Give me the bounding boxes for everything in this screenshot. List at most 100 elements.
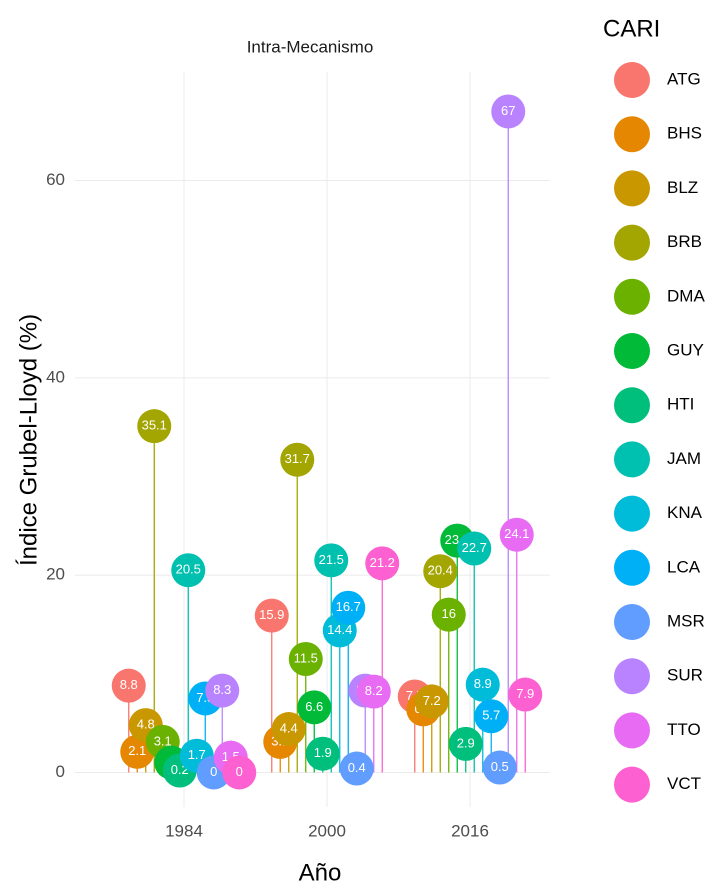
legend-label: DMA (667, 286, 705, 305)
data-label: 3.1 (154, 733, 172, 748)
data-label: 24.1 (504, 526, 529, 541)
data-label: 16.7 (336, 599, 361, 614)
data-label: 14.4 (327, 622, 352, 637)
y-axis-label: Índice Grubel-Lloyd (%) (15, 314, 42, 566)
y-tick-label: 20 (46, 565, 65, 584)
legend-label: MSR (667, 611, 705, 630)
legend-label: VCT (667, 774, 701, 793)
point (491, 94, 526, 129)
data-label: 20.4 (428, 563, 453, 578)
legend-key (614, 441, 650, 478)
data-label: 20.5 (176, 562, 201, 577)
data-label: 8.9 (474, 676, 492, 691)
point (448, 726, 483, 761)
data-label: 0 (210, 764, 217, 779)
legend-key (614, 387, 650, 424)
point (297, 690, 332, 725)
legend-key (614, 116, 650, 153)
data-label: 1.7 (188, 747, 206, 762)
legend-label: GUY (667, 340, 704, 359)
legend-label: LCA (667, 557, 701, 576)
data-label: 35.1 (142, 418, 167, 433)
point (205, 673, 240, 708)
point (222, 755, 257, 790)
data-label: 31.7 (285, 451, 310, 466)
x-axis-label: Año (299, 859, 342, 886)
data-label: 67 (501, 103, 515, 118)
y-tick-label: 40 (46, 367, 65, 386)
point (111, 668, 146, 703)
legend-key (614, 278, 650, 315)
data-label: 5.7 (482, 708, 500, 723)
data-label: 7.2 (423, 693, 441, 708)
legend-key (614, 766, 650, 803)
legend-key (614, 604, 650, 640)
point (499, 517, 534, 552)
data-label: 22.7 (462, 540, 487, 555)
point (120, 734, 155, 769)
data-label: 11.5 (294, 650, 318, 665)
data-label: 6.6 (305, 699, 323, 714)
legend-key (614, 170, 650, 207)
legend-title: CARI (603, 15, 660, 42)
x-tick-label: 2000 (308, 821, 346, 840)
legend-label: JAM (667, 449, 701, 468)
point (254, 598, 289, 633)
point (331, 590, 366, 625)
data-label: 4.8 (137, 717, 155, 732)
point (508, 677, 543, 712)
point (288, 642, 323, 677)
point (465, 667, 500, 702)
y-tick-label: 0 (56, 762, 65, 781)
data-label: 8.2 (365, 683, 383, 698)
point (474, 699, 509, 734)
legend-key (614, 495, 650, 532)
point (339, 751, 374, 786)
data-label: 0.5 (491, 759, 509, 774)
point (314, 543, 349, 578)
point (271, 712, 306, 747)
legend-label: ATG (667, 69, 701, 88)
legend-key (614, 712, 650, 749)
data-label: 0.4 (348, 760, 366, 775)
point (356, 674, 391, 709)
legend-key (614, 549, 650, 586)
point (431, 597, 466, 632)
x-tick-label: 1984 (165, 821, 203, 840)
point (137, 409, 172, 444)
chart-title: Intra-Mecanismo (247, 37, 374, 56)
legend-key (614, 333, 650, 369)
data-label: 4.4 (280, 720, 298, 735)
legend-label: BLZ (667, 178, 698, 197)
data-label: 8.8 (120, 677, 138, 692)
data-label: 7.9 (516, 686, 534, 701)
legend-label: BHS (667, 124, 702, 143)
point (305, 736, 340, 771)
data-label: 0 (236, 764, 243, 779)
point (457, 531, 492, 566)
data-label: 21.2 (370, 555, 395, 570)
data-label: 2.1 (128, 743, 146, 758)
point (365, 546, 400, 581)
point (280, 442, 315, 477)
legend-label: KNA (667, 503, 703, 522)
point (171, 553, 206, 588)
y-tick-label: 60 (46, 170, 65, 189)
data-label: 8.3 (213, 682, 231, 697)
legend-label: BRB (667, 232, 702, 251)
point (414, 684, 449, 719)
legend-label: HTI (667, 395, 694, 414)
legend-label: SUR (667, 666, 703, 685)
x-tick-label: 2016 (451, 821, 489, 840)
data-label: 16 (442, 606, 456, 621)
data-label: 15.9 (259, 607, 284, 622)
legend-key (614, 62, 650, 98)
legend-label: TTO (667, 720, 701, 739)
point (423, 554, 458, 589)
legend-key (614, 658, 650, 695)
legend-key (614, 224, 650, 261)
data-label: 2.9 (457, 735, 475, 750)
data-label: 1.9 (314, 745, 332, 760)
point (482, 750, 517, 785)
